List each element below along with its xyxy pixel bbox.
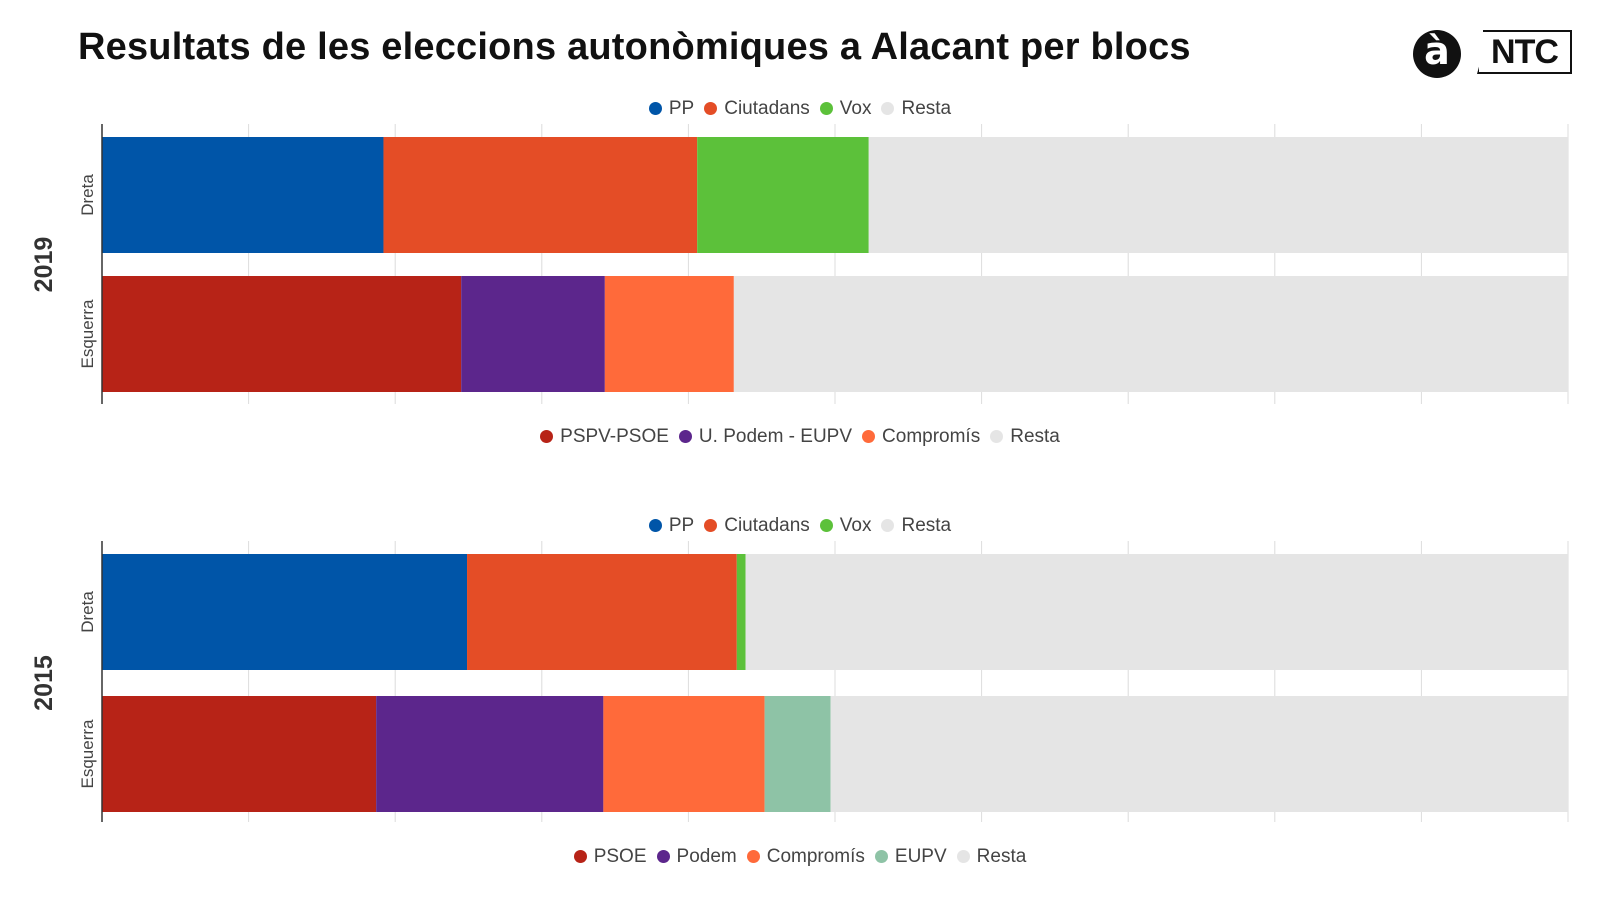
legend-label: Ciutadans <box>724 98 810 119</box>
bar-segment-vox <box>697 137 869 253</box>
bar-segment-resta <box>868 137 1568 253</box>
legend-label: PP <box>668 515 695 536</box>
legend-dot-icon <box>678 430 692 443</box>
legend-item: Ciutadans <box>704 515 810 537</box>
category-label: Dreta <box>78 174 97 216</box>
legend-dot-icon <box>862 430 876 443</box>
legend-top: PP Ciutadans Vox Resta <box>0 98 1600 120</box>
legend-label: PP <box>668 98 695 119</box>
legend-label: Resta <box>901 98 952 119</box>
legend-bottom: PSPV-PSOE U. Podem - EUPV Compromís Resta <box>0 426 1600 448</box>
bar-segment-comprom-s <box>603 696 765 812</box>
year-group-label: 2019 <box>30 237 58 293</box>
bar-segment-resta <box>830 696 1568 812</box>
bar-segment-eupv <box>764 696 831 812</box>
legend-item: Compromís <box>862 426 980 448</box>
legend-label: Compromís <box>766 846 865 867</box>
legend-label: U. Podem - EUPV <box>698 426 853 447</box>
bar-segment-vox <box>736 554 746 670</box>
legend-dot-icon <box>540 430 554 443</box>
legend-item: Resta <box>990 426 1060 448</box>
legend-item: Resta <box>881 515 951 537</box>
legend-item: Ciutadans <box>704 98 810 120</box>
legend-label: Resta <box>901 515 952 536</box>
legend-dot-icon <box>819 102 833 115</box>
legend-dot-icon <box>648 102 662 115</box>
legend-label: PSOE <box>593 846 647 867</box>
legend-item: PSPV-PSOE <box>540 426 669 448</box>
legend-label: EUPV <box>894 846 947 867</box>
chart-title: Resultats de les eleccions autonòmiques … <box>78 26 1191 68</box>
bar-segment-pp <box>102 137 384 253</box>
bar-segment-pspv-psoe <box>102 276 462 392</box>
legend-item: PP <box>648 515 695 537</box>
legend-dot-icon <box>819 519 833 532</box>
legend-top: PP Ciutadans Vox Resta <box>0 515 1600 537</box>
legend-label: Vox <box>839 515 872 536</box>
legend-label: Compromís <box>882 426 981 447</box>
legend-item: Resta <box>881 98 951 120</box>
a-logo-icon: à <box>1413 30 1461 78</box>
bar-segment-pp <box>102 554 468 670</box>
legend-item: Podem <box>656 846 737 868</box>
legend-dot-icon <box>881 102 895 115</box>
legend-label: Ciutadans <box>724 515 810 536</box>
category-label: Esquerra <box>78 299 97 369</box>
legend-dot-icon <box>990 430 1004 443</box>
legend-label: Podem <box>676 846 737 867</box>
legend-dot-icon <box>704 102 718 115</box>
legend-item: Compromís <box>746 846 865 868</box>
legend-label: PSPV-PSOE <box>560 426 669 447</box>
legend-item: EUPV <box>874 846 947 868</box>
bar-segment-podem <box>376 696 604 812</box>
bar-segment-comprom-s <box>604 276 734 392</box>
legend-item: Resta <box>956 846 1027 868</box>
legend-item: PP <box>648 98 695 120</box>
legend-dot-icon <box>573 850 587 863</box>
bar-segment-ciutadans <box>383 137 698 253</box>
bar-segment-resta <box>733 276 1568 392</box>
legend-dot-icon <box>704 519 718 532</box>
legend-dot-icon <box>881 519 895 532</box>
legend-item: Vox <box>819 515 872 537</box>
legend-dot-icon <box>874 850 888 863</box>
legend-label: Resta <box>1010 426 1060 447</box>
legend-dot-icon <box>956 850 970 863</box>
legend-label: Resta <box>976 846 1027 867</box>
category-label: Dreta <box>78 591 97 633</box>
bar-segment-resta <box>745 554 1568 670</box>
bar-segment-ciutadans <box>467 554 737 670</box>
legend-dot-icon <box>746 850 760 863</box>
bar-segment-u-podem-eupv <box>461 276 605 392</box>
legend-item: U. Podem - EUPV <box>678 426 853 448</box>
bar-segment-psoe <box>102 696 377 812</box>
legend-item: PSOE <box>573 846 647 868</box>
legend-item: Vox <box>819 98 872 120</box>
legend-label: Vox <box>839 98 872 119</box>
legend-bottom: PSOE Podem Compromís EUPV Resta <box>0 846 1600 868</box>
year-group-label: 2015 <box>30 655 58 711</box>
legend-dot-icon <box>656 850 670 863</box>
legend-dot-icon <box>648 519 662 532</box>
category-label: Esquerra <box>78 719 97 789</box>
